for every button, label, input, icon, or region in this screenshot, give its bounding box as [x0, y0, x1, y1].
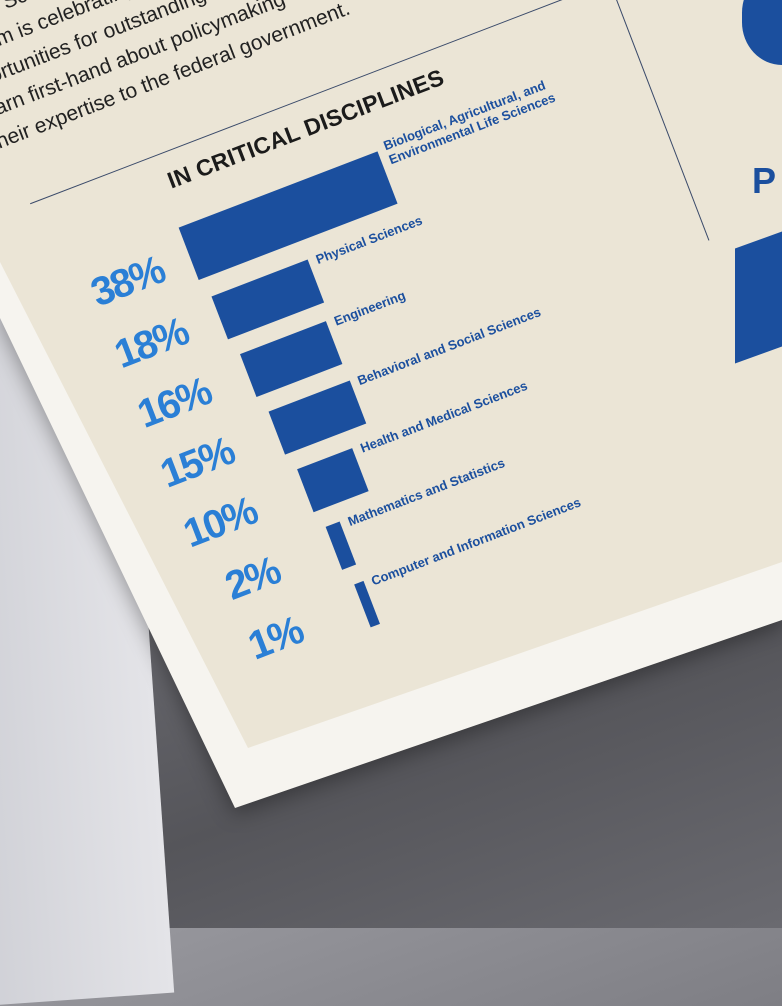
bar-row: 16% Engineering [132, 288, 408, 437]
bar-row: 18% Physical Sciences [109, 213, 425, 377]
bar-row: 1% Computer and Information Sciences [241, 494, 583, 671]
bar-row: 15% Behavioral and Social Sciences [155, 304, 543, 496]
side-heading-letter: P [752, 160, 777, 201]
bar-row: 2% Mathematics and Statistics [218, 455, 506, 611]
decorative-blue-block [735, 231, 782, 364]
bar-row: 10% Health and Medical Sciences [178, 378, 530, 556]
